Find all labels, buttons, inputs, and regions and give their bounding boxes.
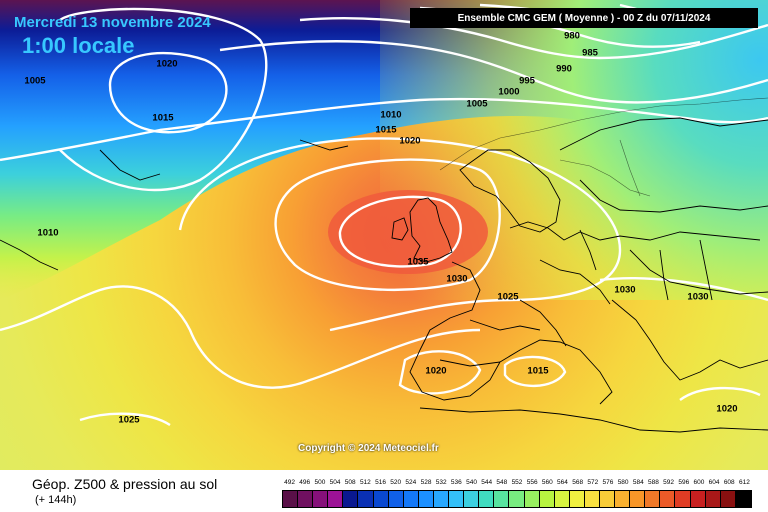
color-scale-swatch [630,491,646,507]
isobar-label: 1025 [118,414,140,426]
isobar-label: 980 [564,30,580,42]
color-scale-label: 548 [496,479,508,486]
isobar-label: 1010 [37,227,59,239]
color-scale-swatch [464,491,480,507]
color-scale-label: 612 [738,479,750,486]
color-scale-swatch [373,491,389,507]
color-scale-label: 552 [511,479,523,486]
isobar-label: 1005 [466,98,488,110]
isobar-label: 1010 [380,109,402,121]
isobar-label: 1015 [527,365,549,377]
color-scale-label: 592 [663,479,675,486]
copyright-notice: Copyright © 2024 Meteociel.fr [298,443,439,454]
model-run-banner: Ensemble CMC GEM ( Moyenne ) - 00 Z du 0… [410,8,758,28]
color-scale-swatch [388,491,404,507]
isobar-label: 1000 [498,86,520,98]
forecast-time: 1:00 locale [22,33,135,58]
color-scale-label: 528 [420,479,432,486]
isobar-label: 995 [519,75,535,87]
color-scale-label: 508 [344,479,356,486]
isobar-label: 1005 [24,75,46,87]
color-scale-label: 600 [693,479,705,486]
color-scale-swatch [720,491,736,507]
color-scale-swatch [675,491,691,507]
forecast-date: Mercredi 13 novembre 2024 [14,14,211,31]
color-scale-label: 520 [390,479,402,486]
isobar-label: 1020 [399,135,421,147]
isobar-label: 1025 [497,291,519,303]
legend-subtitle: (+ 144h) [35,494,77,506]
color-scale-label: 512 [359,479,371,486]
legend-panel: Géop. Z500 & pression au sol (+ 144h) 49… [0,470,768,512]
color-scale-swatch [358,491,374,507]
isobar-label: 1030 [687,291,709,303]
color-scale-swatch [283,491,299,507]
color-scale-label: 540 [466,479,477,486]
color-scale-label: 584 [632,479,644,486]
color-scale-swatch [599,491,616,507]
color-scale-label: 588 [648,479,659,486]
color-scale-swatch [615,491,631,507]
isobar-label: 985 [582,47,598,59]
isobar-label: 1030 [614,284,636,296]
color-scale-swatch [524,491,540,507]
color-scale-swatch [584,491,600,507]
color-scale-bar [282,490,752,508]
color-scale-swatch [298,491,314,507]
isobar-label: 1015 [152,112,174,124]
color-scale-label: 536 [450,479,462,486]
color-scale-swatch [449,491,465,507]
color-scale-label: 580 [617,479,629,486]
color-scale-label: 524 [405,479,417,486]
isobar-label: 990 [556,63,572,75]
color-scale-label: 608 [723,479,735,486]
color-scale-label: 564 [557,479,568,486]
color-scale-label: 532 [435,479,447,486]
color-scale-label: 572 [587,479,599,486]
color-scale-swatch [705,491,721,507]
isobar-label: 1015 [375,124,397,136]
isobar-label: 1035 [407,256,429,268]
color-scale-label: 576 [602,479,614,486]
color-scale-swatch [479,491,495,507]
color-scale-labels: 492 496 500 504 508 512 516 520 524 528 532 536 540 5… [282,479,752,488]
color-scale-label: 604 [708,479,720,486]
color-scale-swatch [554,491,570,507]
color-scale-swatch [403,491,419,507]
color-scale-label: 560 [541,479,553,486]
color-scale-label: 568 [572,479,584,486]
color-scale-swatch [494,491,510,507]
color-scale-swatch [569,491,585,507]
geopotential-pressure-map [0,0,768,470]
color-scale-label: 596 [678,479,690,486]
color-scale-swatch [660,491,676,507]
legend-title: Géop. Z500 & pression au sol [32,476,218,492]
color-scale-swatch [343,491,359,507]
color-scale-label: 544 [481,479,493,486]
color-scale-label: 516 [375,479,386,486]
color-scale-swatch [433,491,450,507]
color-scale-swatch [328,491,344,507]
color-scale-label: 556 [526,479,538,486]
color-scale-label: 504 [329,479,341,486]
isobar-label: 1020 [425,365,447,377]
color-scale-swatch [690,491,706,507]
isobar-label: 1030 [446,273,468,285]
isobar-label: 1020 [156,58,178,70]
color-scale-label: 500 [314,479,326,486]
color-scale-swatch [313,491,329,507]
color-scale-swatch [539,491,555,507]
color-scale-label: 492 [284,479,296,486]
color-scale-label: 496 [299,479,311,486]
color-scale-swatch [645,491,661,507]
color-scale-swatch [418,491,434,507]
color-scale-swatch [509,491,525,507]
isobar-label: 1020 [716,403,738,415]
color-scale-swatch [735,491,751,507]
